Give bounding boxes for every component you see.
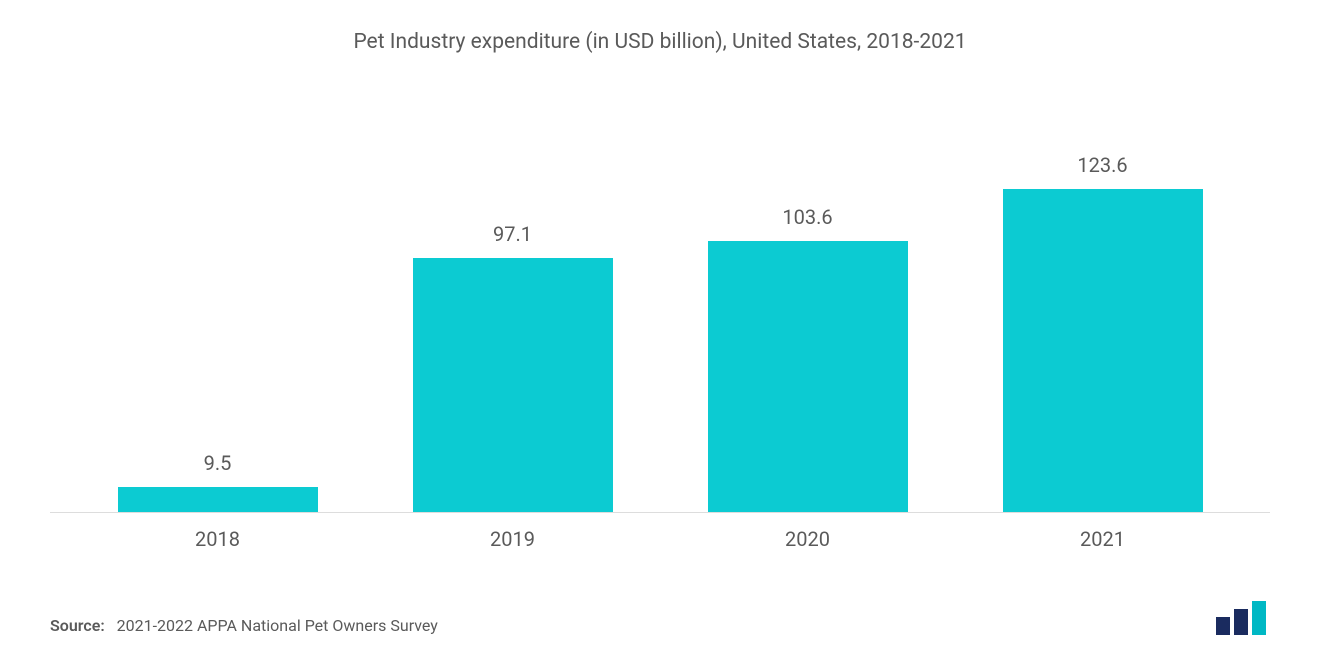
source-label: Source: [50, 616, 105, 635]
bar-value-1: 97.1 [493, 222, 532, 246]
brand-logo-icon [1214, 601, 1270, 635]
bar-1 [413, 258, 613, 512]
bar-group-1: 97.1 [408, 114, 618, 512]
x-label-2: 2020 [703, 527, 913, 551]
chart-title: Pet Industry expenditure (in USD billion… [50, 30, 1270, 54]
chart-container: Pet Industry expenditure (in USD billion… [0, 0, 1320, 665]
x-label-3: 2021 [998, 527, 1208, 551]
bar-group-3: 123.6 [998, 114, 1208, 512]
source-citation: Source: 2021-2022 APPA National Pet Owne… [50, 616, 438, 635]
bar-value-2: 103.6 [782, 205, 832, 229]
bar-group-2: 103.6 [703, 114, 913, 512]
bar-group-0: 9.5 [113, 114, 323, 512]
bar-2 [708, 241, 908, 512]
x-axis-labels: 2018 2019 2020 2021 [50, 513, 1270, 551]
chart-footer: Source: 2021-2022 APPA National Pet Owne… [50, 601, 1270, 645]
x-label-1: 2019 [408, 527, 618, 551]
source-text: 2021-2022 APPA National Pet Owners Surve… [117, 616, 438, 635]
plot-area: 9.5 97.1 103.6 123.6 [50, 114, 1270, 513]
x-label-0: 2018 [113, 527, 323, 551]
bar-value-3: 123.6 [1077, 153, 1127, 177]
bar-0 [118, 487, 318, 512]
bar-value-0: 9.5 [204, 451, 232, 475]
bar-3 [1003, 189, 1203, 512]
